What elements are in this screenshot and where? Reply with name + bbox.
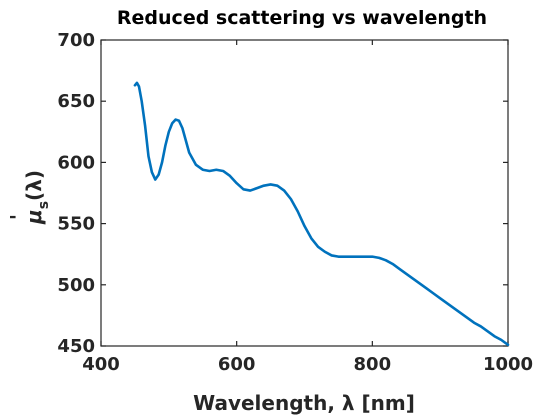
y-tick-label: 600 <box>57 152 95 173</box>
plot-area <box>100 39 509 347</box>
x-axis-label: Wavelength, λ [nm] <box>193 391 415 415</box>
y-tick-label: 450 <box>57 336 95 357</box>
x-tick-label: 600 <box>218 354 256 375</box>
y-axis-label-symbol: μ <box>22 209 46 225</box>
y-axis-label-argument: (λ) <box>22 170 46 201</box>
y-axis-label-subscript: s <box>36 201 52 209</box>
series-line <box>133 81 510 347</box>
y-axis-label: μs(λ) ' <box>6 170 52 225</box>
y-tick-label: 500 <box>57 275 95 296</box>
y-axis-label-prime: ' <box>6 214 30 220</box>
y-ticks: 450 500 550 600 650 700 <box>57 30 508 357</box>
series-layer <box>133 81 510 347</box>
y-tick-label: 700 <box>57 30 95 51</box>
x-tick-label: 800 <box>354 354 392 375</box>
y-axis-label-text: μs(λ) <box>22 170 52 225</box>
x-tick-label: 1000 <box>483 354 533 375</box>
x-ticks: 400 600 800 1000 <box>82 40 533 375</box>
chart-title: Reduced scattering vs wavelength <box>117 7 487 29</box>
y-tick-label: 550 <box>57 214 95 235</box>
x-tick-label: 400 <box>82 354 120 375</box>
y-tick-label: 650 <box>57 91 95 112</box>
